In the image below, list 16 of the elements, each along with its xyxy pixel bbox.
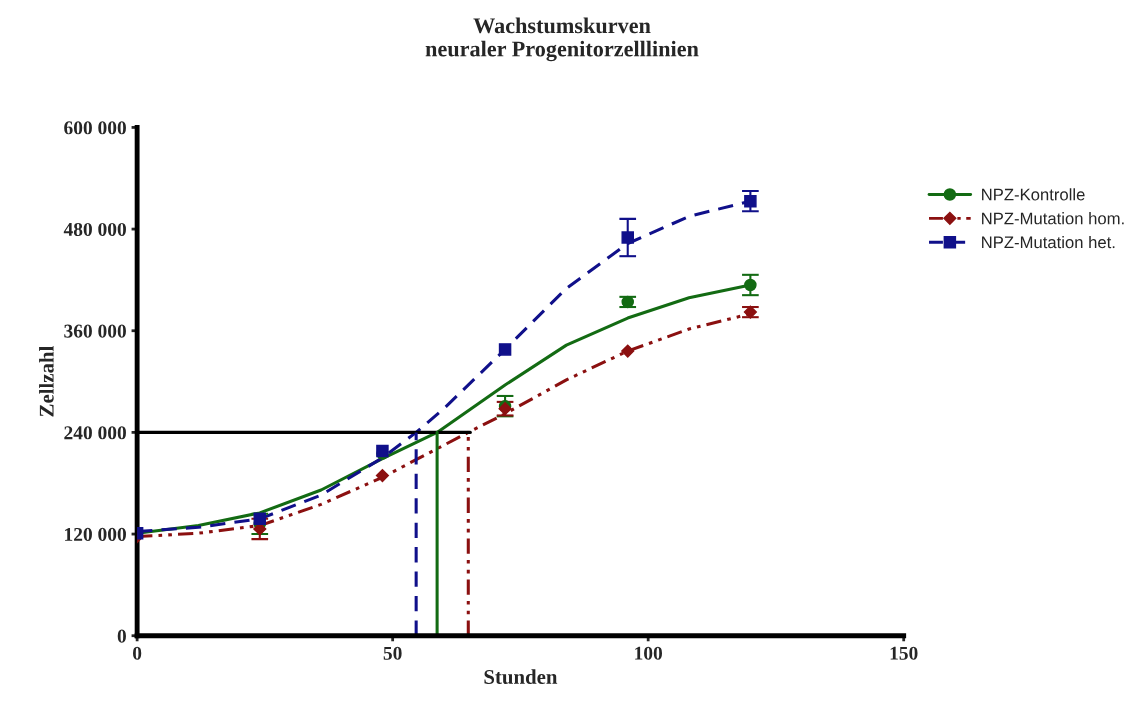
x-tick-label: 100 [635, 646, 663, 660]
y-axis-title: Zellzahl [39, 346, 54, 417]
y-tick-label: 240 000 [64, 426, 126, 440]
legend-label: NPZ-Mutation hom. [982, 212, 1124, 225]
y-tick-label: 0 [117, 629, 126, 643]
legend-label: NPZ-Kontrolle [982, 188, 1085, 201]
y-tick-label: 480 000 [63, 222, 126, 237]
y-tick-label: 120 000 [65, 527, 126, 541]
x-tick-label: 0 [133, 646, 142, 660]
x-axis-title: Stunden [484, 669, 558, 685]
y-tick-label: 360 000 [64, 324, 126, 338]
x-tick-label: 150 [890, 646, 918, 660]
y-tick-label: 600 000 [64, 121, 126, 135]
chart-title: Wachstumskurven neuraler Progenitorzelllinien [425, 17, 699, 62]
x-tick-label: 50 [383, 646, 402, 660]
legend-label: NPZ-Mutation het. [982, 235, 1115, 249]
